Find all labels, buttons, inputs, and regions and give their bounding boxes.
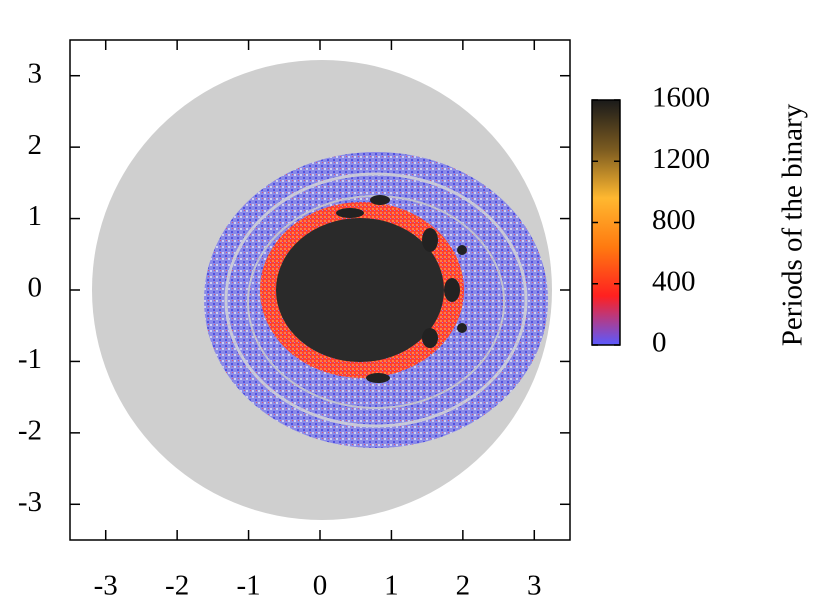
island <box>422 228 438 252</box>
island <box>336 208 364 218</box>
ring <box>224 172 528 428</box>
y-tick-label: -1 <box>18 343 42 375</box>
y-tick-label: -2 <box>18 415 42 447</box>
colorbar-label: Periods of the binary <box>777 103 809 346</box>
island <box>457 245 467 255</box>
island <box>366 373 390 383</box>
y-tick-label: 1 <box>28 200 43 232</box>
island <box>422 328 438 348</box>
x-tick-label: -1 <box>236 570 260 602</box>
x-tick-label: -3 <box>94 570 118 602</box>
x-tick-label: 1 <box>384 570 399 602</box>
y-tick-label: 0 <box>28 272 43 304</box>
y-tick-label: 2 <box>28 129 43 161</box>
colorbar-tick-label: 400 <box>652 265 696 297</box>
x-tick-label: -2 <box>165 570 189 602</box>
colorbar-tick-label: 0 <box>652 327 667 359</box>
heatmap-image <box>92 60 552 520</box>
x-tick-label: 3 <box>527 570 542 602</box>
colorbar-tick-label: 1600 <box>652 82 710 114</box>
island <box>457 323 467 333</box>
x-tick-label: 2 <box>456 570 471 602</box>
island <box>370 195 390 205</box>
y-tick-label: -3 <box>18 486 42 518</box>
y-tick-label: 3 <box>28 57 43 89</box>
colorbar-tick-label: 800 <box>652 204 696 236</box>
x-tick-label: 0 <box>313 570 328 602</box>
colorbar-tick-label: 1200 <box>652 143 710 175</box>
core <box>276 218 444 362</box>
island <box>444 278 460 302</box>
